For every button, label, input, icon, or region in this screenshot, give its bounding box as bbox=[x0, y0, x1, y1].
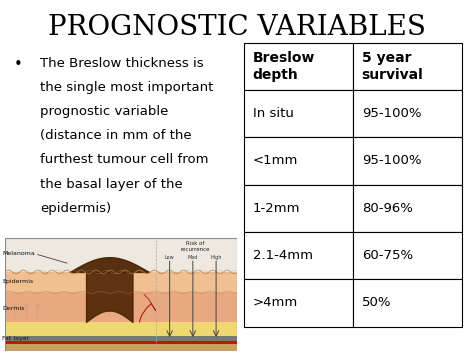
Bar bbox=[244, 137, 353, 185]
Bar bbox=[244, 90, 353, 137]
Text: The Breslow thickness is: The Breslow thickness is bbox=[40, 57, 204, 70]
Text: 60-75%: 60-75% bbox=[362, 249, 413, 262]
Bar bbox=[353, 43, 462, 90]
Bar bbox=[5, 322, 237, 337]
Bar bbox=[5, 341, 237, 344]
Text: the single most important: the single most important bbox=[40, 81, 214, 94]
Text: Dermis: Dermis bbox=[2, 306, 25, 311]
Text: <1mm: <1mm bbox=[253, 154, 298, 168]
Text: Melanoma: Melanoma bbox=[2, 251, 35, 256]
Text: >4mm: >4mm bbox=[253, 296, 298, 310]
Text: High: High bbox=[210, 255, 222, 260]
Text: Fat layer: Fat layer bbox=[2, 337, 30, 342]
Text: Med: Med bbox=[188, 255, 198, 260]
Text: PROGNOSTIC VARIABLES: PROGNOSTIC VARIABLES bbox=[48, 14, 426, 41]
Text: •: • bbox=[14, 57, 23, 72]
Text: epidermis): epidermis) bbox=[40, 202, 111, 215]
Bar bbox=[353, 232, 462, 279]
Bar bbox=[244, 279, 353, 327]
Bar bbox=[5, 336, 237, 341]
Text: Epidermis: Epidermis bbox=[2, 279, 34, 284]
Bar bbox=[353, 185, 462, 232]
Bar bbox=[353, 279, 462, 327]
Bar bbox=[353, 137, 462, 185]
Text: (distance in mm of the: (distance in mm of the bbox=[40, 129, 192, 142]
Text: Risk of: Risk of bbox=[186, 241, 204, 246]
Text: 2.1-4mm: 2.1-4mm bbox=[253, 249, 313, 262]
Bar bbox=[353, 90, 462, 137]
Bar bbox=[5, 344, 237, 351]
Text: 95-100%: 95-100% bbox=[362, 107, 421, 120]
Bar bbox=[5, 238, 237, 272]
Text: In situ: In situ bbox=[253, 107, 293, 120]
Text: 5 year
survival: 5 year survival bbox=[362, 51, 423, 82]
Bar bbox=[5, 293, 237, 322]
Text: recurrence: recurrence bbox=[181, 247, 210, 252]
Text: 50%: 50% bbox=[362, 296, 391, 310]
Text: furthest tumour cell from: furthest tumour cell from bbox=[40, 153, 209, 166]
Text: 95-100%: 95-100% bbox=[362, 154, 421, 168]
Bar bbox=[5, 272, 237, 293]
Text: prognostic variable: prognostic variable bbox=[40, 105, 169, 118]
Bar bbox=[244, 43, 353, 90]
Text: Low: Low bbox=[165, 255, 174, 260]
Bar bbox=[244, 185, 353, 232]
Text: the basal layer of the: the basal layer of the bbox=[40, 178, 183, 191]
Bar bbox=[244, 232, 353, 279]
Text: 80-96%: 80-96% bbox=[362, 202, 412, 215]
Text: 1-2mm: 1-2mm bbox=[253, 202, 300, 215]
Text: Breslow
depth: Breslow depth bbox=[253, 51, 315, 82]
